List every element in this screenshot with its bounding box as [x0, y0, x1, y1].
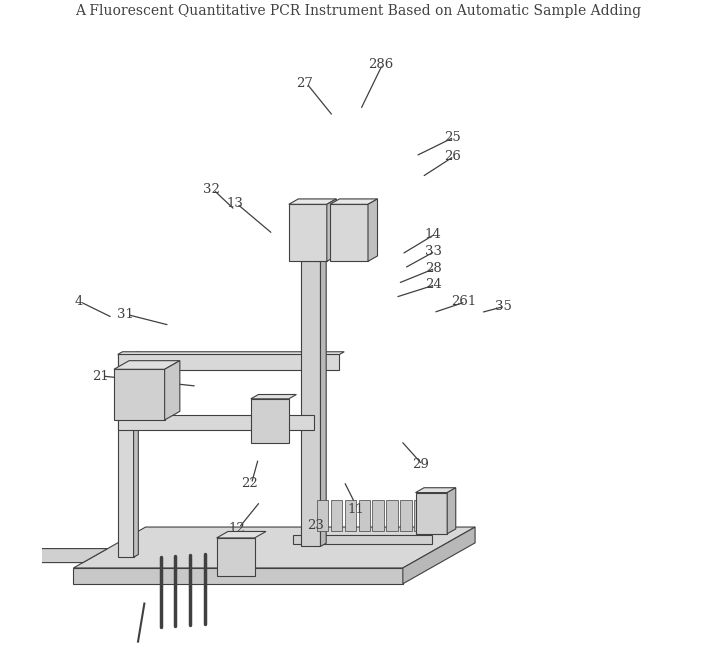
Polygon shape [118, 355, 133, 557]
Text: 31: 31 [117, 308, 134, 321]
Polygon shape [331, 500, 342, 531]
Polygon shape [251, 394, 296, 399]
Polygon shape [330, 199, 378, 205]
Text: 286: 286 [368, 58, 394, 71]
Text: 29: 29 [412, 458, 429, 471]
Text: 26: 26 [444, 149, 461, 163]
Polygon shape [293, 535, 432, 544]
Polygon shape [386, 500, 398, 531]
Text: 13: 13 [227, 197, 243, 210]
Text: 21: 21 [92, 369, 108, 382]
Polygon shape [133, 352, 138, 557]
Text: 35: 35 [495, 300, 511, 313]
Polygon shape [73, 527, 475, 568]
Text: 32: 32 [203, 183, 220, 197]
Text: 14: 14 [425, 228, 442, 240]
Polygon shape [320, 258, 326, 546]
Text: 27: 27 [296, 77, 313, 90]
Polygon shape [372, 500, 384, 531]
Polygon shape [217, 531, 266, 538]
Polygon shape [416, 488, 456, 493]
Polygon shape [301, 262, 320, 546]
Polygon shape [118, 414, 314, 430]
Polygon shape [114, 369, 165, 420]
Polygon shape [403, 527, 475, 584]
Polygon shape [414, 500, 426, 531]
Text: 12: 12 [229, 521, 245, 535]
Title: A Fluorescent Quantitative PCR Instrument Based on Automatic Sample Adding: A Fluorescent Quantitative PCR Instrumen… [75, 4, 642, 18]
Text: 23: 23 [307, 519, 324, 532]
Polygon shape [165, 361, 180, 420]
Polygon shape [217, 538, 255, 576]
Text: 28: 28 [425, 262, 442, 275]
Text: 25: 25 [444, 131, 460, 143]
Polygon shape [118, 352, 344, 355]
Polygon shape [317, 500, 328, 531]
Polygon shape [416, 493, 447, 534]
Polygon shape [289, 205, 327, 262]
Polygon shape [73, 568, 403, 584]
Polygon shape [7, 548, 108, 562]
Polygon shape [345, 500, 356, 531]
Text: 33: 33 [424, 245, 442, 258]
Polygon shape [400, 500, 412, 531]
Polygon shape [289, 199, 336, 205]
Text: 24: 24 [425, 278, 442, 291]
Polygon shape [447, 488, 456, 534]
Polygon shape [118, 355, 339, 371]
Text: 261: 261 [451, 295, 476, 308]
Polygon shape [358, 500, 370, 531]
Polygon shape [114, 361, 180, 369]
Text: 11: 11 [348, 503, 364, 515]
Polygon shape [327, 199, 336, 262]
Text: 22: 22 [241, 477, 258, 490]
Text: 4: 4 [75, 295, 82, 308]
Polygon shape [251, 399, 289, 443]
Polygon shape [368, 199, 378, 262]
Polygon shape [330, 205, 368, 262]
